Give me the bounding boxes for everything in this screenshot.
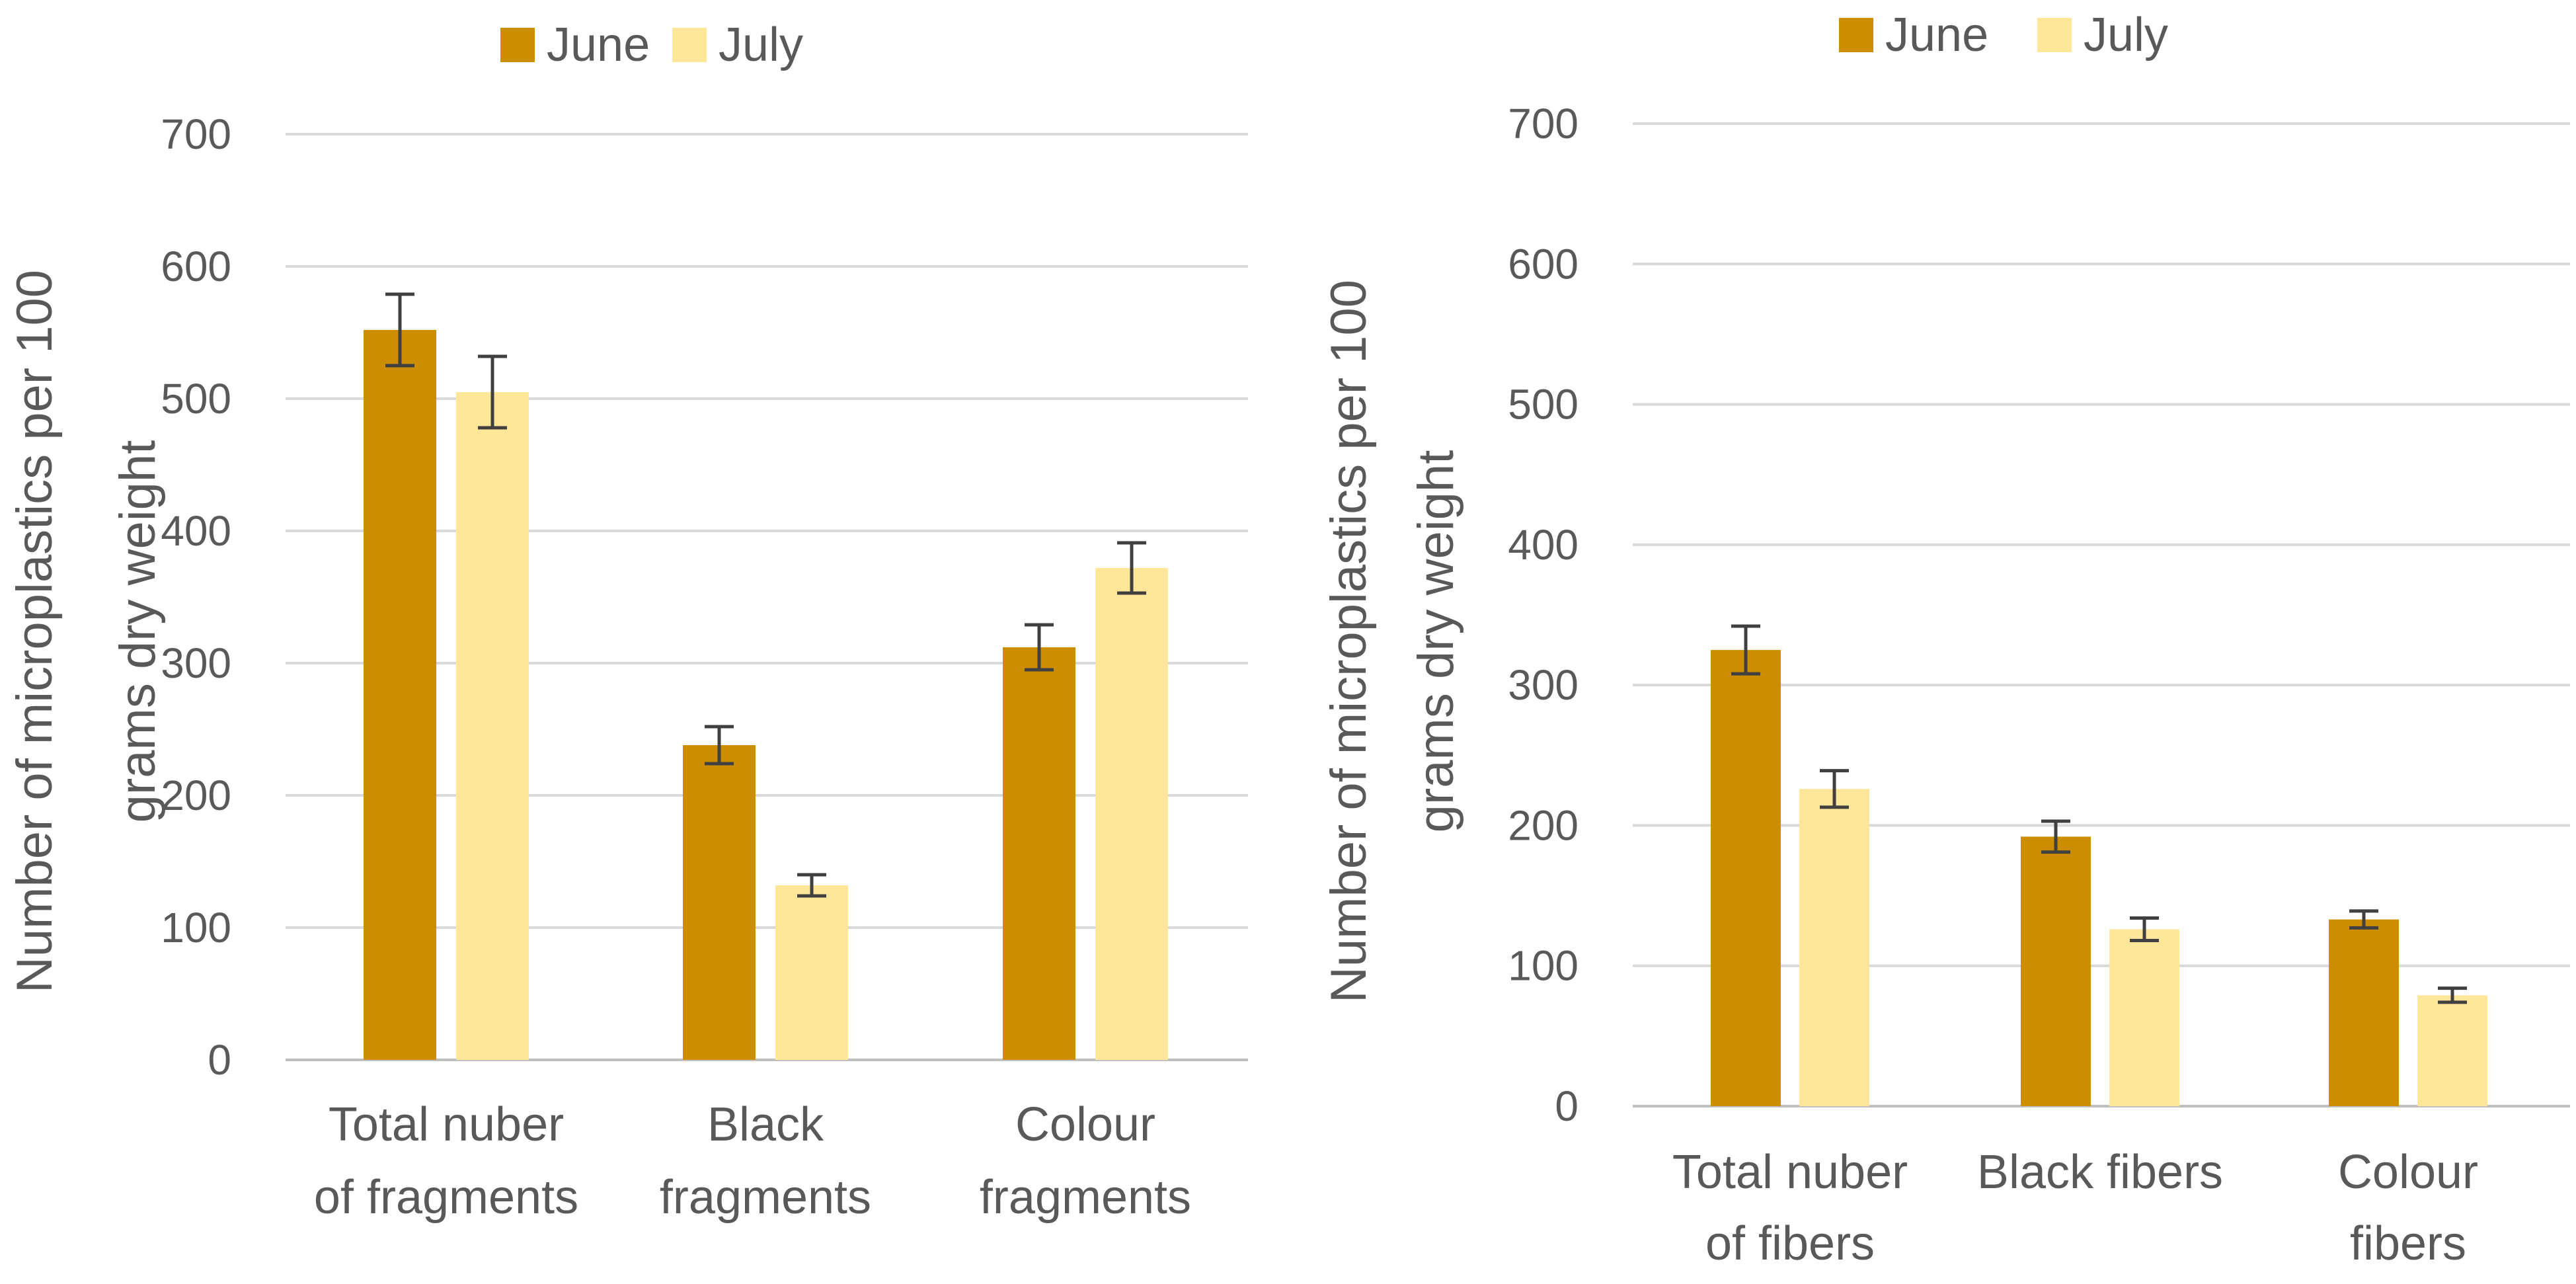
bar-june <box>364 330 436 1060</box>
y-tick-label: 400 <box>1508 521 1579 569</box>
legend-swatch-june <box>500 28 535 62</box>
chart-1: 0 100 200 300 400 500 600 700 Number of micropla… <box>7 19 1248 1224</box>
y-tick-label: 100 <box>161 904 231 951</box>
bar-july <box>1799 789 1869 1106</box>
y-axis-label-line: Number of microplastics per 100 <box>7 270 63 993</box>
bar-july <box>456 392 529 1060</box>
bar-june <box>1711 650 1781 1106</box>
y-tick-label: 700 <box>161 110 231 158</box>
legend-swatch-june <box>1839 18 1873 52</box>
y-tick-label: 0 <box>208 1036 231 1084</box>
y-tick-label: 100 <box>1508 942 1579 990</box>
y-tick-label: 500 <box>1508 381 1579 428</box>
y-tick-label: 200 <box>1508 801 1579 849</box>
chart-2: 0 100 200 300 400 500 600 700 Number of micropla… <box>1321 9 2570 1270</box>
bar-july <box>775 885 848 1060</box>
legend-swatch-july <box>2037 18 2072 52</box>
y-tick-label: 200 <box>161 772 231 819</box>
y-tick-label: 600 <box>161 243 231 290</box>
y-tick-label: 600 <box>1508 240 1579 288</box>
x-category-label: of fibers <box>1705 1217 1875 1270</box>
bar-june <box>2329 919 2399 1106</box>
y-tick-label: 700 <box>1508 100 1579 147</box>
x-category-label: Black fibers <box>1977 1146 2223 1199</box>
y-axis-label-line: grams dry weight <box>1408 450 1464 833</box>
legend-label-july: July <box>719 19 803 71</box>
legend-label-june: June <box>547 19 650 71</box>
y-tick-label: 300 <box>1508 661 1579 709</box>
legend-label-june: June <box>1885 9 1988 61</box>
y-tick-label: 0 <box>1555 1082 1579 1130</box>
x-category-label: Total nuber <box>329 1098 564 1151</box>
bar-june <box>683 745 756 1060</box>
x-category-label: fragments <box>660 1171 871 1224</box>
x-category-label: Total nuber <box>1672 1146 1908 1199</box>
y-axis-label: Number of microplastics per 100 grams dry… <box>1321 280 1464 1003</box>
y-axis-label: Number of microplastics per 100 grams dry… <box>7 270 166 993</box>
y-tick-label: 300 <box>161 639 231 687</box>
legend: June July <box>500 19 803 71</box>
bar-july <box>1095 568 1168 1060</box>
bar-july <box>2417 995 2487 1106</box>
x-category-label: Black <box>707 1098 824 1151</box>
y-tick-label: 500 <box>161 375 231 422</box>
x-category-label: of fragments <box>314 1171 578 1224</box>
x-category-label: Colour <box>2338 1146 2478 1199</box>
x-category-label: fibers <box>2350 1217 2466 1270</box>
y-axis-label-line: Number of microplastics per 100 <box>1321 280 1377 1003</box>
legend-swatch-july <box>672 28 707 62</box>
y-tick-label: 400 <box>161 507 231 555</box>
x-category-label: Colour <box>1015 1098 1155 1151</box>
bar-june <box>2021 836 2091 1106</box>
legend: June July <box>1839 9 2168 61</box>
y-axis-label-line: grams dry weight <box>110 440 166 823</box>
x-category-label: fragments <box>980 1171 1191 1224</box>
bar-july <box>2109 929 2179 1106</box>
legend-label-july: July <box>2084 9 2168 61</box>
bar-june <box>1003 647 1075 1060</box>
